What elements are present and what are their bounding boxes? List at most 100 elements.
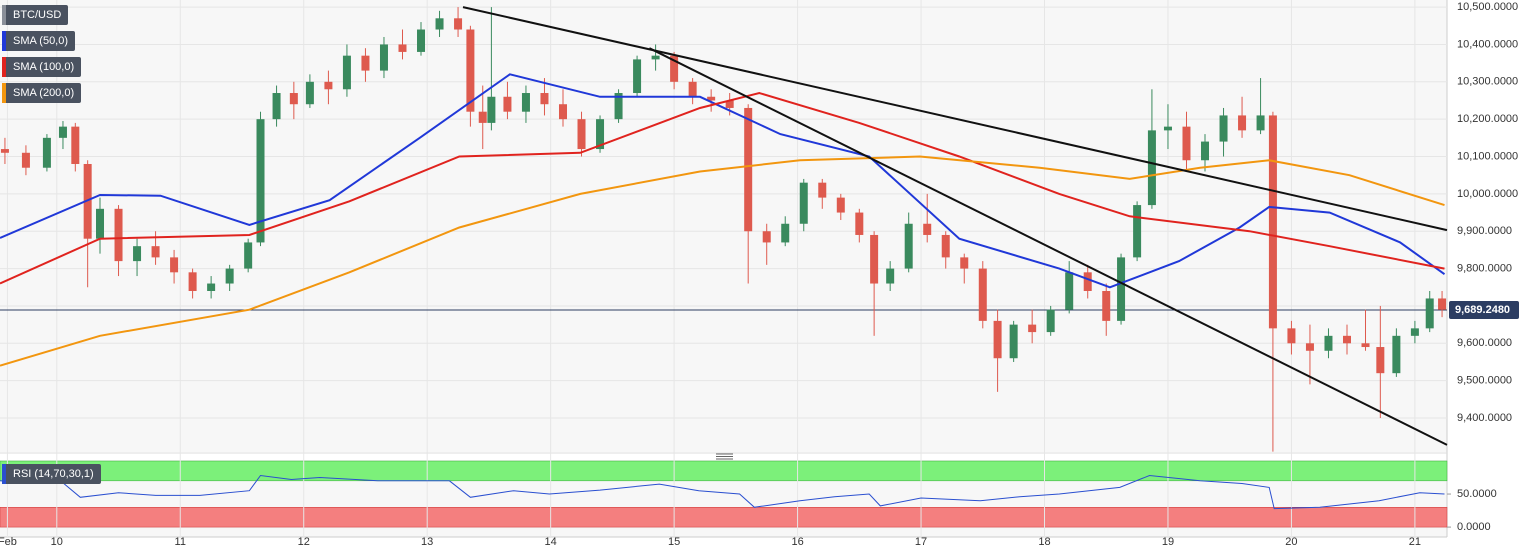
candle-body [651,55,660,60]
candle-body [762,231,771,243]
legend-label: SMA (50,0) [13,35,69,47]
candle-body [1287,328,1296,344]
candle-body [133,246,142,262]
candle-body [1201,141,1210,161]
candle-body [1425,298,1434,329]
candle-body [886,268,895,284]
legend-swatch [2,83,6,103]
rsi-tick-label: 0.0000 [1457,521,1491,533]
x-tick-label: 17 [915,536,927,548]
sma-line [0,155,1445,367]
candle-body [417,29,426,52]
x-tick-label: 18 [1038,536,1050,548]
candle-body [1083,272,1092,291]
x-tick-label: 16 [791,536,803,548]
candle-body [207,283,216,291]
oversold-band [0,507,1448,528]
candle-body [151,246,160,258]
candle-body [744,107,753,232]
candle-body [1147,130,1156,206]
candle-body [670,55,679,82]
legend-item[interactable]: SMA (100,0) [2,57,82,77]
x-tick-label: Feb [0,536,17,548]
candle-body [272,93,281,120]
candle-body [1324,335,1333,351]
y-tick-label: 10,500.0000 [1457,1,1518,13]
candle-body [466,29,475,112]
candle-body [707,96,716,101]
x-tick-label: 21 [1409,536,1421,548]
y-tick-label: 9,400.0000 [1457,412,1512,424]
candle-body [521,93,530,112]
candle-body [558,104,567,120]
legend-swatch [2,464,6,484]
y-tick-label: 10,200.0000 [1457,113,1518,125]
trendline [462,6,1448,232]
y-tick-label: 10,400.0000 [1457,38,1518,50]
candle-body [1046,309,1055,333]
candle-body [633,59,642,94]
candle-body [114,208,123,262]
candle-body [1376,347,1385,374]
candle-body [21,152,30,168]
candle-body [454,18,463,30]
last-price-box [1449,300,1519,319]
y-tick-label: 9,500.0000 [1457,375,1512,387]
y-tick-label: 10,100.0000 [1457,150,1518,162]
overbought-band [0,460,1448,482]
legend-item[interactable]: BTC/USD [2,5,69,25]
legend-item[interactable]: SMA (50,0) [2,31,76,51]
legend-item[interactable]: RSI (14,70,30,1) [2,464,101,484]
candle-body [188,272,197,291]
legend-swatch [2,31,6,51]
candle-body [1182,126,1191,161]
candle-body [0,149,9,153]
candle-body [96,208,105,239]
x-tick-label: 15 [668,536,680,548]
candle-body [870,234,879,284]
candle-body [1438,298,1447,310]
candle-body [725,100,734,108]
plot-bg [0,0,1447,452]
x-tick-label: 19 [1162,536,1174,548]
candle-body [1028,324,1037,333]
candle-body [305,81,314,105]
legend-label: SMA (100,0) [13,61,75,73]
resize-handle[interactable] [716,453,733,460]
last-price-label: 9,689.2480 [1455,304,1510,316]
candle-body [781,223,790,243]
candle-body [993,320,1002,359]
candle-body [71,126,80,164]
candle-body [818,182,827,198]
candle-body [225,268,234,284]
legend-item[interactable]: SMA (200,0) [2,83,82,103]
x-tick-label: 12 [298,536,310,548]
rsi-line [0,474,1445,510]
candle-body [1410,328,1419,336]
legend-swatch [2,57,6,77]
y-tick-label: 9,800.0000 [1457,262,1512,274]
candle-body [435,18,444,30]
candle-body [1065,272,1074,310]
legend-swatch [2,5,6,25]
x-tick-label: 10 [51,536,63,548]
x-tick-label: 13 [421,536,433,548]
candle-body [42,137,51,168]
candle-body [478,111,487,123]
candle-body [1163,126,1172,131]
candle-body [577,119,586,150]
candle-body [398,44,407,52]
candle-body [1009,324,1018,359]
candle-body [1238,115,1247,131]
legend-label: RSI (14,70,30,1) [13,468,94,480]
candle-body [923,223,932,235]
candle-body [170,257,179,273]
candle-body [941,234,950,258]
candle-body [596,119,605,150]
trendline [648,47,1448,446]
candle-body [1219,115,1228,142]
candle-body [978,268,987,321]
candle-body [960,257,969,269]
